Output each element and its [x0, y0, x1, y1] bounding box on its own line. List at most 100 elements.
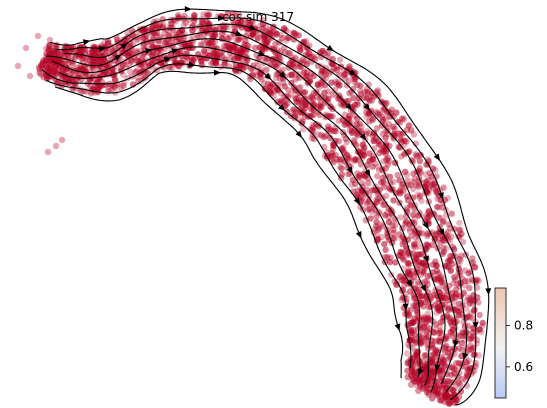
cell-point: [416, 157, 424, 165]
cell-point: [458, 339, 466, 347]
cell-point: [397, 186, 404, 193]
cell-point: [398, 235, 405, 242]
cell-point: [473, 284, 481, 291]
cell-point: [415, 387, 422, 394]
cell-point: [475, 299, 482, 306]
cell-point: [325, 49, 332, 57]
cell-point: [341, 111, 349, 118]
cell-point: [328, 150, 336, 157]
cell-point: [216, 25, 223, 32]
cell-point: [309, 95, 317, 102]
cell-point: [390, 230, 397, 237]
cell-point: [437, 235, 444, 242]
cell-point: [407, 181, 415, 189]
cell-point: [149, 43, 156, 50]
cell-point: [224, 42, 232, 49]
cell-point: [268, 61, 275, 69]
cell-point: [365, 198, 372, 205]
cell-point: [384, 155, 391, 162]
cell-point: [272, 87, 279, 95]
cell-point: [396, 273, 403, 280]
cell-point: [383, 192, 390, 200]
cell-point: [272, 49, 280, 57]
cell-point: [423, 161, 430, 168]
cell-point: [471, 297, 478, 304]
cell-point: [466, 336, 474, 343]
colorbar-ticks: 0.6 0.8: [506, 318, 533, 374]
cell-point: [94, 84, 101, 92]
colorbar: 0.6 0.8: [494, 287, 533, 399]
cell-point: [329, 145, 337, 153]
cell-point: [52, 142, 60, 150]
cell-point: [352, 180, 359, 188]
cell-point: [448, 210, 455, 217]
cell-point: [374, 173, 381, 180]
streamline-arrow: [279, 71, 287, 79]
cell-point: [189, 27, 196, 34]
cell-point: [301, 89, 309, 96]
cell-point: [163, 38, 170, 46]
cell-point: [429, 342, 436, 350]
cell-point: [326, 113, 333, 120]
cell-point: [320, 72, 327, 80]
cell-point: [434, 349, 441, 356]
cell-point: [462, 314, 469, 322]
cell-point: [302, 104, 309, 112]
streamline-arrow: [163, 57, 172, 63]
cell-point: [378, 122, 386, 129]
cell-point: [469, 300, 476, 307]
cell-point: [373, 125, 381, 132]
cell-point: [438, 359, 445, 366]
cell-point: [423, 335, 430, 343]
cell-point: [224, 23, 232, 31]
cell-point: [459, 376, 466, 383]
cell-point: [297, 41, 305, 48]
cell-point: [394, 118, 402, 126]
cell-point: [39, 65, 47, 73]
streamline-arrow: [348, 69, 357, 76]
streamline-arrow: [264, 72, 272, 80]
cell-point: [237, 18, 245, 26]
cell-point: [345, 171, 352, 178]
streamline-arrow: [438, 228, 445, 236]
cell-point: [320, 133, 327, 141]
cell-point: [398, 183, 405, 190]
cell-point: [117, 85, 125, 92]
cell-point: [444, 313, 451, 321]
cell-point: [462, 328, 469, 336]
cell-point: [318, 132, 325, 139]
cell-point: [167, 16, 174, 24]
cell-point: [456, 272, 464, 279]
cell-point: [154, 48, 161, 56]
cell-point: [443, 263, 450, 270]
cell-point: [369, 116, 376, 124]
cell-point: [361, 88, 368, 96]
cell-point: [293, 31, 300, 38]
cell-point: [335, 82, 342, 90]
cell-point: [302, 74, 309, 82]
cell-point: [430, 377, 438, 385]
cell-point: [455, 379, 462, 387]
cell-point: [425, 190, 432, 197]
cell-point: [292, 94, 299, 101]
cell-point: [443, 245, 450, 252]
cell-point: [321, 68, 329, 75]
cell-point: [235, 11, 243, 19]
cell-point: [440, 218, 447, 225]
cell-point: [264, 37, 272, 44]
cell-point: [303, 69, 311, 76]
cell-point: [373, 88, 380, 96]
cell-point: [251, 44, 259, 51]
cell-point: [373, 218, 380, 226]
cell-point: [476, 311, 483, 319]
cell-point: [128, 57, 135, 64]
cell-point: [366, 205, 373, 212]
cell-point: [132, 69, 139, 76]
cell-point: [399, 240, 406, 248]
cell-point: [434, 203, 441, 211]
cell-point: [258, 70, 265, 77]
cell-point: [465, 278, 472, 285]
cell-point: [315, 131, 322, 138]
cell-point: [203, 18, 210, 25]
cell-point: [67, 45, 75, 52]
